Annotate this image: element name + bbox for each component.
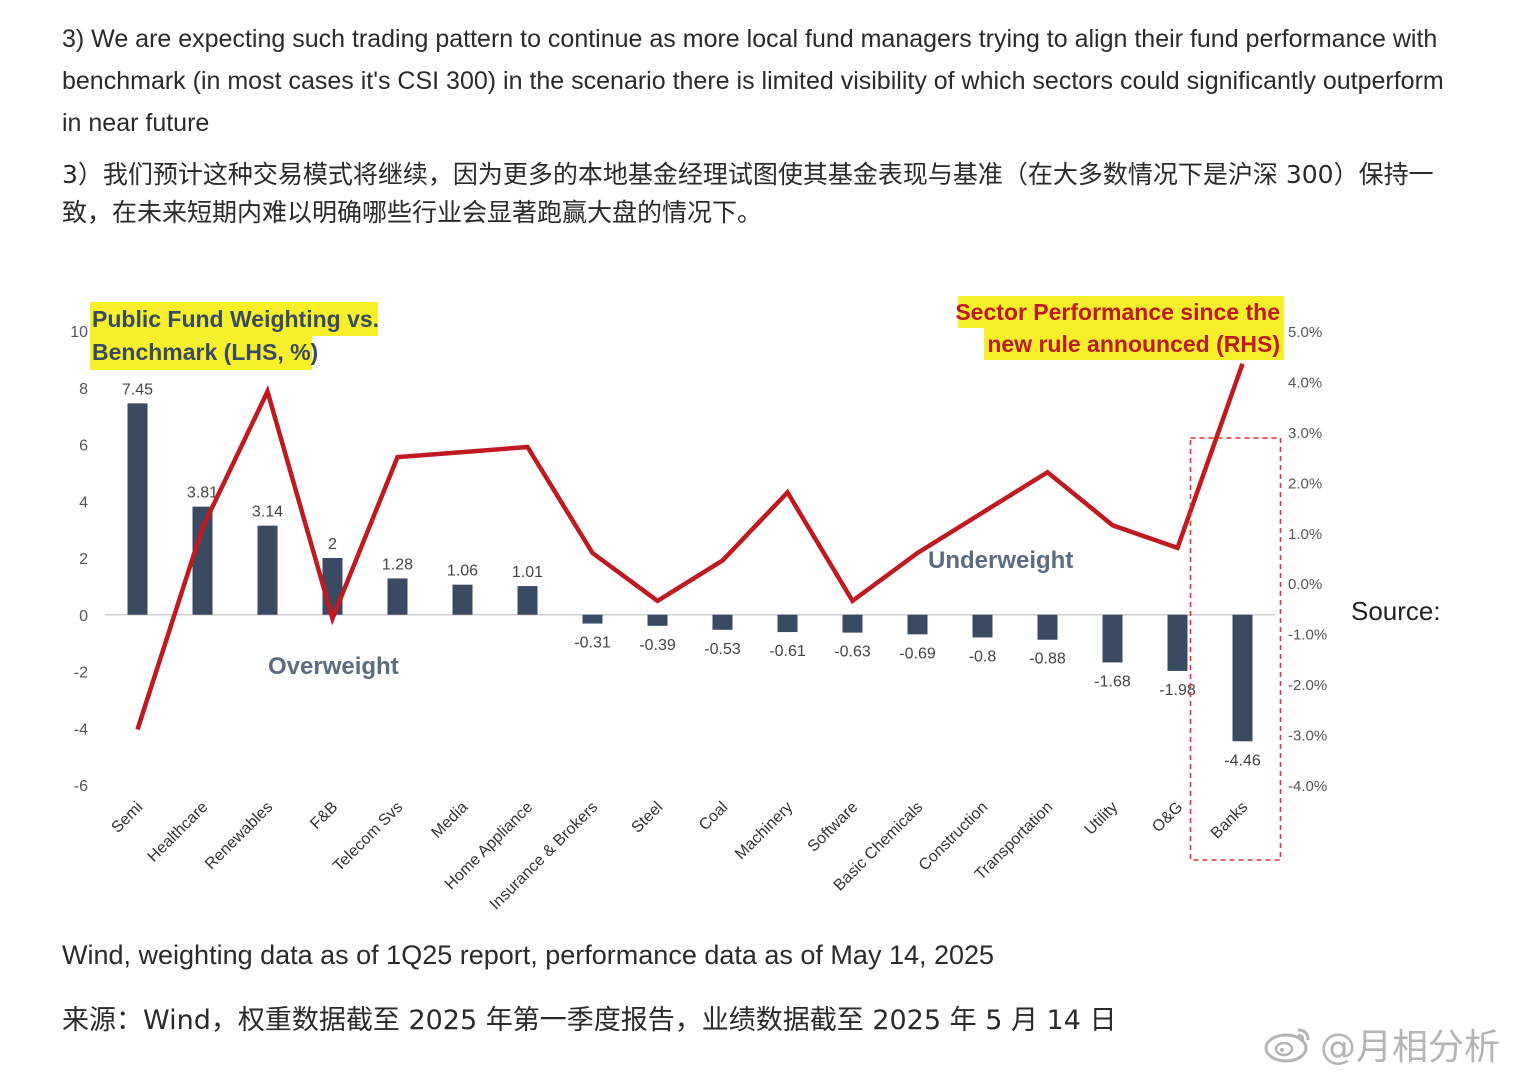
bar-transportation (1037, 614, 1058, 640)
category-label: F&B (307, 799, 341, 833)
rhs-title-line1: Sector Performance since the (955, 299, 1280, 325)
right-tick-label: -4.0% (1288, 778, 1327, 795)
bar-value-label: -0.88 (1029, 651, 1066, 668)
source-note-en: Wind, weighting data as of 1Q25 report, … (62, 940, 995, 970)
right-tick-label: 4.0% (1288, 374, 1322, 391)
bar-healthcare (192, 506, 213, 615)
weibo-logo-icon (1264, 1028, 1310, 1063)
source-label: Source: (1351, 596, 1441, 626)
performance-line-group (135, 363, 1245, 731)
lhs-title-line1: Public Fund Weighting vs. (92, 306, 379, 332)
bar-software (842, 614, 863, 633)
bar-value-label: -0.69 (899, 645, 936, 662)
left-tick-label: 6 (79, 438, 88, 455)
bar-value-label: 1.01 (512, 564, 543, 581)
intro-paragraph-en: 3) We are expecting such trading pattern… (62, 25, 1444, 137)
bar-insurance-brokers (582, 614, 603, 624)
lhs-title-highlight-1 (90, 302, 378, 336)
bar-home-appliance (517, 586, 538, 615)
left-tick-label: 8 (79, 381, 88, 398)
bar-o-g (1167, 614, 1188, 671)
lhs-title-highlight-2 (90, 336, 312, 370)
intro-paragraph-zh: 3）我们预计这种交易模式将继续，因为更多的本地基金经理试图使其基金表现与基准（在… (62, 160, 1434, 227)
bar-basic-chemicals (907, 614, 928, 635)
bar-value-label: -0.31 (574, 635, 611, 652)
bar-utility (1102, 614, 1123, 663)
bar-value-label: 7.45 (122, 381, 153, 398)
performance-line (135, 363, 1245, 731)
left-tick-label: -2 (74, 665, 88, 682)
bar-telecom-svs (387, 578, 408, 615)
source-note-zh: 来源：Wind，权重数据截至 2025 年第一季度报告，业绩数据截至 2025 … (62, 1005, 1117, 1036)
lhs-title-line2: Benchmark (LHS, %) (92, 339, 318, 365)
category-label: O&G (1149, 799, 1186, 836)
left-tick-label: 10 (70, 324, 88, 341)
bar-value-labels: 7.45 3.81 3.14 2 1.28 1.06 1.01 -0.31 -0.39 -0.53… (122, 381, 1261, 769)
category-label: Utility (1082, 799, 1122, 839)
watermark: @月相分析 (1262, 1018, 1500, 1070)
underweight-annotation: Underweight (928, 547, 1073, 574)
right-axis-ticks: 5.0% 4.0% 3.0% 2.0% 1.0% 0.0% -1.0% -2.0% -3.0% -… (1288, 324, 1327, 795)
highlight-box-group (1189, 437, 1282, 861)
bar-value-label: -0.53 (704, 641, 741, 658)
category-label: Machinery (732, 799, 796, 863)
right-tick-label: 3.0% (1288, 425, 1322, 442)
right-tick-label: -1.0% (1288, 627, 1327, 644)
right-tick-label: 5.0% (1288, 324, 1322, 341)
bar-construction (972, 614, 993, 638)
bar-value-label: 1.06 (447, 563, 478, 580)
bar-value-label: 3.81 (187, 485, 218, 502)
bars-group (127, 403, 1253, 742)
bar-steel (647, 614, 668, 626)
combo-chart: 10 8 6 4 2 0 -2 -4 -6 5.0% 4.0% 3.0% 2.0% 1.0% 0.0% -1… (70, 296, 1327, 914)
right-tick-label: -3.0% (1288, 728, 1327, 745)
bar-value-label: -0.8 (969, 648, 997, 665)
right-tick-label: -2.0% (1288, 677, 1327, 694)
category-label: Coal (696, 799, 731, 834)
left-tick-label: -6 (74, 778, 88, 795)
right-tick-label: 1.0% (1288, 526, 1322, 543)
category-label: Healthcare (145, 799, 212, 866)
category-label: Renewables (202, 799, 276, 873)
rhs-title-highlight-2 (984, 328, 1284, 360)
right-tick-label: 0.0% (1288, 576, 1322, 593)
category-label: Banks (1208, 799, 1251, 842)
category-label: Semi (109, 799, 147, 837)
bar-value-label: -1.98 (1159, 682, 1196, 699)
bar-semi (127, 403, 148, 615)
rhs-title-line2: new rule announced (RHS) (987, 331, 1280, 357)
left-axis-ticks: 10 8 6 4 2 0 -2 -4 -6 (70, 324, 88, 795)
category-label: Insurance & Brokers (487, 799, 602, 914)
bar-value-label: -0.63 (834, 644, 871, 661)
bar-value-label: 2 (328, 536, 337, 553)
right-tick-label: 2.0% (1288, 475, 1322, 492)
bar-media (452, 584, 473, 615)
left-tick-label: 4 (79, 494, 88, 511)
watermark-text: @月相分析 (1320, 1027, 1501, 1068)
bar-coal (712, 614, 733, 630)
bar-value-label: 3.14 (252, 504, 283, 521)
bar-value-label: 1.28 (382, 556, 413, 573)
left-tick-label: -4 (74, 721, 88, 738)
rhs-title-highlight-1 (958, 296, 1284, 328)
bar-value-label: -1.68 (1094, 673, 1131, 690)
category-label: Telecom Svs (330, 799, 406, 875)
bar-banks (1232, 614, 1253, 742)
overweight-annotation: Overweight (268, 653, 399, 680)
category-label: Media (428, 799, 471, 842)
bar-renewables (257, 525, 278, 615)
banks-highlight-box (1189, 437, 1282, 861)
bar-value-label: -4.46 (1224, 752, 1261, 769)
bar-machinery (777, 614, 798, 633)
category-label: Software (805, 799, 862, 856)
category-label: Steel (629, 799, 667, 837)
left-tick-label: 0 (79, 608, 88, 625)
bar-value-label: -0.39 (639, 637, 676, 654)
left-tick-label: 2 (79, 551, 88, 568)
bar-value-label: -0.61 (769, 643, 806, 660)
